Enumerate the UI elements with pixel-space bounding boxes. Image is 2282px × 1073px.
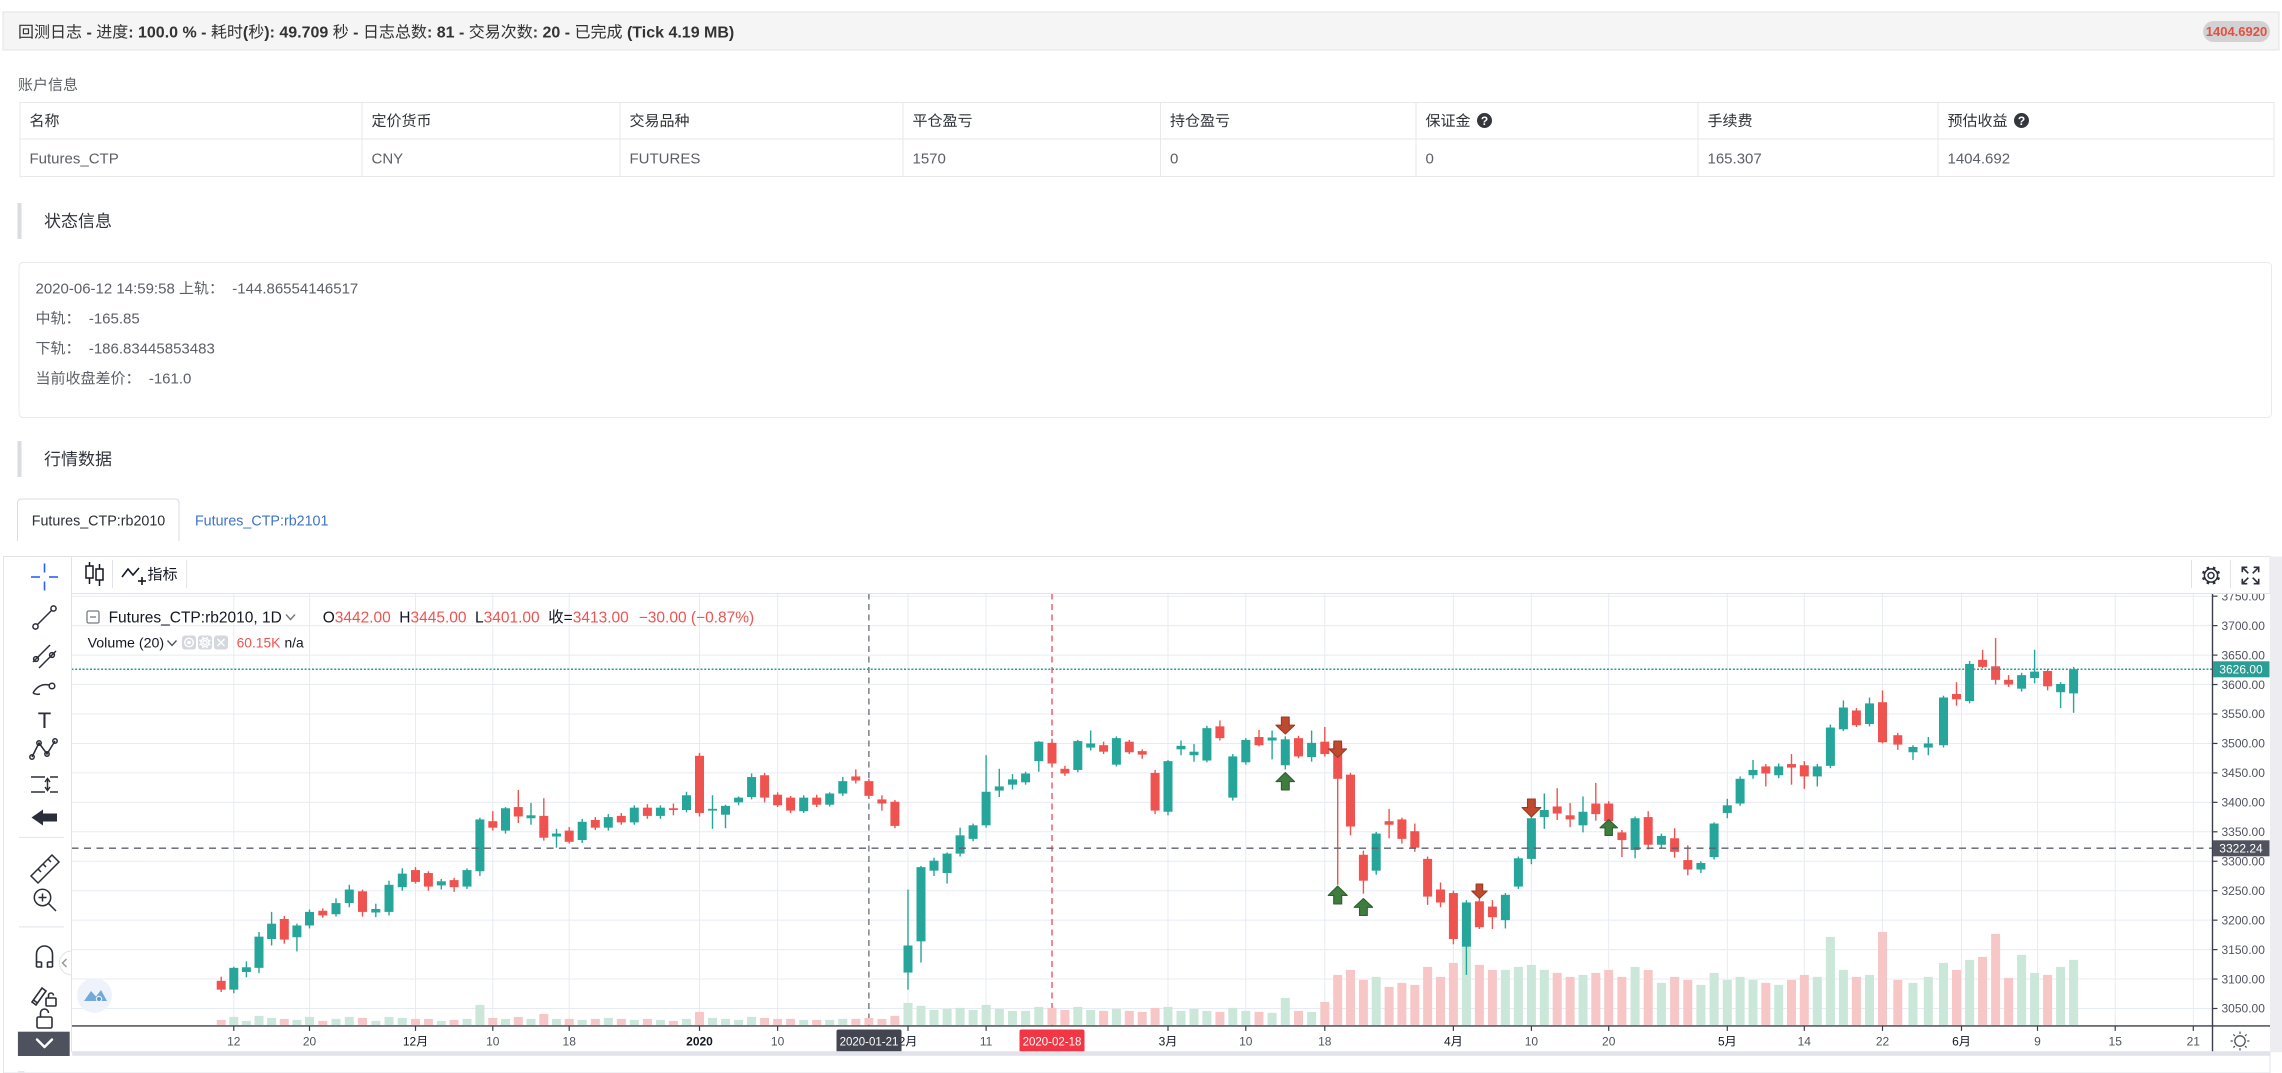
svg-text:18: 18 bbox=[563, 1035, 577, 1049]
svg-text:12: 12 bbox=[227, 1035, 241, 1049]
svg-text:165.307: 165.307 bbox=[1708, 151, 1762, 168]
svg-text:Volume (20): Volume (20) bbox=[88, 636, 165, 652]
svg-text:3401.00: 3401.00 bbox=[484, 609, 540, 626]
svg-text:T: T bbox=[38, 708, 51, 733]
svg-text:-186.83445853483: -186.83445853483 bbox=[81, 341, 215, 358]
svg-text:3050.00: 3050.00 bbox=[2222, 1002, 2266, 1016]
svg-text:: 81 -: : 81 - bbox=[427, 25, 469, 42]
svg-text:: 20 -: : 20 - bbox=[533, 25, 575, 42]
svg-text:1404.6920: 1404.6920 bbox=[2206, 24, 2267, 39]
svg-text:20: 20 bbox=[303, 1035, 317, 1049]
svg-text:3700.00: 3700.00 bbox=[2222, 619, 2266, 633]
svg-text:3150.00: 3150.00 bbox=[2222, 943, 2266, 957]
svg-text:L: L bbox=[475, 609, 484, 626]
svg-text:1570: 1570 bbox=[913, 151, 946, 168]
svg-text:O: O bbox=[323, 609, 335, 626]
svg-text:3650.00: 3650.00 bbox=[2222, 648, 2266, 662]
svg-text:CNY: CNY bbox=[372, 151, 404, 168]
svg-text:-: - bbox=[82, 25, 96, 42]
svg-text:=: = bbox=[564, 609, 573, 626]
svg-text:?: ? bbox=[1481, 114, 1488, 128]
svg-text:: 100.0 % -: : 100.0 % - bbox=[128, 25, 211, 42]
svg-text:3350.00: 3350.00 bbox=[2222, 825, 2266, 839]
svg-text:): 49.709: ): 49.709 bbox=[264, 25, 332, 42]
svg-text:12: 12 bbox=[403, 1035, 417, 1049]
svg-text:10: 10 bbox=[486, 1035, 500, 1049]
svg-text:-: - bbox=[349, 25, 363, 42]
svg-text:3200.00: 3200.00 bbox=[2222, 913, 2266, 927]
svg-text:2020-06-12 14:59:58: 2020-06-12 14:59:58 bbox=[36, 281, 179, 298]
svg-text:21: 21 bbox=[2187, 1035, 2201, 1049]
svg-text:2020-02-18: 2020-02-18 bbox=[1023, 1036, 1082, 1048]
svg-text:-165.85: -165.85 bbox=[81, 311, 140, 328]
svg-text:4: 4 bbox=[1444, 1035, 1451, 1049]
svg-text:3550.00: 3550.00 bbox=[2222, 707, 2266, 721]
svg-text:2020: 2020 bbox=[686, 1035, 713, 1049]
svg-text:14: 14 bbox=[1798, 1035, 1812, 1049]
svg-text:10: 10 bbox=[1525, 1035, 1539, 1049]
svg-text:−30.00 (−0.87%): −30.00 (−0.87%) bbox=[639, 609, 754, 626]
svg-text:Futures_CTP:rb2010, 1D: Futures_CTP:rb2010, 1D bbox=[109, 609, 282, 626]
svg-text:?: ? bbox=[2018, 114, 2025, 128]
svg-text:n/a: n/a bbox=[285, 636, 305, 651]
svg-text:22: 22 bbox=[1876, 1035, 1890, 1049]
svg-text:60.15K: 60.15K bbox=[237, 636, 282, 651]
svg-text:-144.86554146517: -144.86554146517 bbox=[224, 281, 358, 298]
svg-text:11: 11 bbox=[980, 1035, 993, 1049]
svg-text:3413.00: 3413.00 bbox=[573, 609, 629, 626]
svg-text:FUTURES: FUTURES bbox=[630, 151, 701, 168]
svg-text:15: 15 bbox=[2109, 1035, 2123, 1049]
svg-text:Futures_CTP:rb2101: Futures_CTP:rb2101 bbox=[195, 514, 329, 530]
svg-text:20: 20 bbox=[1602, 1035, 1616, 1049]
svg-text:3445.00: 3445.00 bbox=[410, 609, 466, 626]
svg-text:3322.24: 3322.24 bbox=[2219, 842, 2263, 856]
svg-text:3626.00: 3626.00 bbox=[2219, 663, 2263, 677]
svg-text:5: 5 bbox=[1718, 1035, 1725, 1049]
svg-text:(: ( bbox=[243, 25, 249, 42]
svg-text:0: 0 bbox=[1170, 151, 1178, 168]
svg-text:H: H bbox=[399, 609, 410, 626]
svg-text:18: 18 bbox=[1318, 1035, 1332, 1049]
svg-text:1404.692: 1404.692 bbox=[1948, 151, 2011, 168]
svg-text:3442.00: 3442.00 bbox=[335, 609, 391, 626]
svg-text:-161.0: -161.0 bbox=[141, 371, 192, 388]
svg-text:10: 10 bbox=[1239, 1035, 1253, 1049]
svg-text:3: 3 bbox=[1159, 1035, 1166, 1049]
svg-text:3500.00: 3500.00 bbox=[2222, 737, 2266, 751]
svg-text:3400.00: 3400.00 bbox=[2222, 796, 2266, 810]
svg-text:2: 2 bbox=[899, 1035, 906, 1049]
svg-text:3300.00: 3300.00 bbox=[2222, 854, 2266, 868]
svg-text:Futures_CTP:rb2010: Futures_CTP:rb2010 bbox=[32, 514, 166, 530]
svg-text:3250.00: 3250.00 bbox=[2222, 884, 2266, 898]
svg-text:2020-01-21: 2020-01-21 bbox=[840, 1036, 899, 1048]
svg-text:9: 9 bbox=[2034, 1035, 2041, 1049]
svg-text:0: 0 bbox=[1426, 151, 1434, 168]
svg-text:(Tick 4.19 MB): (Tick 4.19 MB) bbox=[623, 25, 735, 42]
svg-text:3450.00: 3450.00 bbox=[2222, 766, 2266, 780]
svg-text:Futures_CTP: Futures_CTP bbox=[30, 151, 119, 168]
svg-text:3100.00: 3100.00 bbox=[2222, 972, 2266, 986]
svg-text:6: 6 bbox=[1952, 1035, 1959, 1049]
svg-text:3600.00: 3600.00 bbox=[2222, 678, 2266, 692]
svg-text:10: 10 bbox=[771, 1035, 785, 1049]
